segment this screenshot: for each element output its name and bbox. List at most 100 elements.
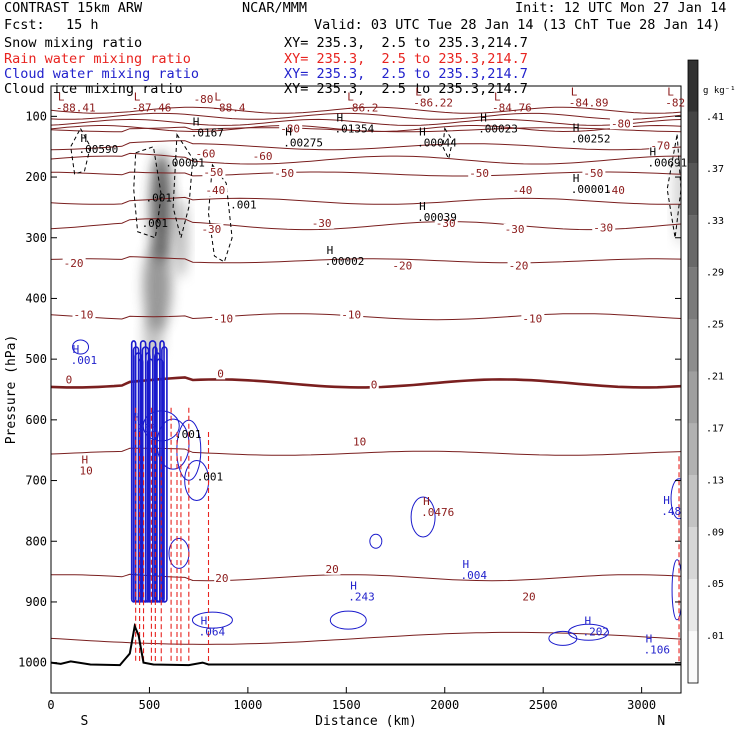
temp-label-bg-22: [212, 313, 236, 325]
extremum-marker-1: L: [134, 90, 141, 103]
extremum-marker-28: H: [646, 633, 653, 646]
org-label: NCAR/MMM: [242, 0, 308, 16]
extremum-marker-14: H: [573, 121, 580, 134]
isotherm--30: [51, 218, 681, 231]
colorbar-cell-5: [688, 371, 698, 424]
temp-label-7: -50: [469, 167, 489, 180]
temp-label-30: 20: [325, 563, 338, 576]
extremum-value-18: .00002: [325, 255, 365, 268]
temp-label-23: -10: [341, 308, 361, 321]
isotherm-top-1: [51, 112, 681, 120]
temp-label-0: -80: [194, 93, 214, 106]
temp-label-9: -50: [203, 166, 223, 179]
temp-label-bg-13: [310, 217, 334, 229]
temp-label-bg-27: [369, 379, 379, 391]
extremum-value-3: -86.2: [345, 101, 378, 114]
extremum-value-27: .202: [583, 625, 610, 638]
extremum-value-23: .48: [661, 505, 681, 518]
ice-contour-2: [172, 133, 194, 240]
ice-contour-3: [207, 163, 233, 263]
field-ice-xy: XY= 235.3, 2.5 to 235.3,214.7: [284, 81, 528, 97]
x-end-right: N: [657, 714, 665, 729]
x-end-left: S: [81, 714, 89, 729]
temp-label-24: -10: [522, 313, 542, 326]
extremum-marker-22: H: [423, 495, 430, 508]
temp-label-bg-6: [273, 168, 297, 180]
ytick-label-2: 300: [25, 231, 47, 245]
xtick-label-2: 1000: [233, 698, 262, 712]
colorbar-cell-6: [688, 319, 698, 372]
extremum-marker-21: H: [82, 453, 89, 466]
temp-label-bg-20: [507, 260, 531, 272]
temp-label-bg-14: [434, 217, 458, 229]
colorbar-label-1: .05: [706, 579, 724, 590]
temp-label-bg-9: [202, 166, 226, 178]
colorbar-frame: [687, 59, 699, 684]
colorbar-label-10: .41: [706, 112, 724, 123]
extremum-marker-19: H: [73, 343, 80, 356]
extremum-value-0: -88.41: [56, 101, 96, 114]
ytick-label-6: 700: [25, 474, 47, 488]
plot-frame: [50, 85, 682, 694]
temp-label-29: 20: [215, 572, 228, 585]
temp-label-bg-31: [521, 591, 538, 603]
temp-label-bg-19: [391, 260, 415, 272]
cloudwater-blob-13: [168, 537, 190, 569]
temp-label-bg-17: [200, 223, 224, 235]
extremum-value-24: .004: [460, 569, 487, 582]
temp-label-bg-8: [582, 168, 606, 180]
isotherm-top-3: [51, 124, 681, 133]
temp-label-bg-24: [521, 313, 545, 325]
colorbar-label-4: .17: [706, 423, 724, 434]
temp-label-bg-16: [592, 222, 616, 234]
temp-label-bg-1: [279, 123, 303, 135]
extremum-value-8: .00590: [79, 143, 119, 156]
xtick-label-3: 1500: [332, 698, 361, 712]
temp-label-bg-18: [62, 257, 86, 269]
extremum-marker-2: L: [214, 90, 221, 103]
temp-label-bg-4: [251, 151, 275, 163]
terrain-line: [51, 622, 681, 667]
extremum-value-14: .00252: [571, 132, 611, 145]
isotherm--70: [51, 140, 681, 151]
extremum-value-16: .00001: [571, 183, 611, 196]
field-snow-name: Snow mixing ratio: [4, 35, 143, 51]
x-axis-title: Distance (km): [315, 714, 417, 729]
temp-label-bg-0: [192, 93, 216, 105]
temp-label-bg-25: [64, 374, 74, 386]
xtick-label-4: 2000: [430, 698, 459, 712]
temp-label-26: 0: [217, 367, 224, 380]
isotherm--60: [51, 152, 681, 165]
temp-label-bg-12: [604, 185, 628, 197]
extremum-value-4: -86.22: [413, 97, 453, 110]
temp-label-bg-11: [511, 185, 535, 197]
xtick-label-0: 0: [47, 698, 54, 712]
cloudwater-blob-7: [369, 533, 383, 549]
cloudwater-column-13: [161, 346, 168, 603]
isotherm-top-2: [51, 118, 681, 126]
field-snow-xy: XY= 235.3, 2.5 to 235.3,214.7: [284, 35, 528, 51]
colorbar-cell-10: [688, 111, 698, 164]
temp-label-31: 20: [522, 591, 535, 604]
extremum-marker-26: H: [201, 614, 208, 627]
ice-contour-0: [70, 127, 91, 175]
temp-label-bg-26: [216, 368, 226, 380]
cloudwater-blob-11: [671, 559, 681, 621]
extremum-marker-0: L: [58, 90, 65, 103]
extremum-value-12: .00044: [417, 137, 457, 150]
temp-label-5: -60: [196, 148, 216, 161]
temp-label-bg-29: [214, 572, 231, 584]
temp-label-1: -80: [280, 123, 300, 136]
valid-time: Valid: 03 UTC Tue 28 Jan 14 (13 ChT Tue …: [314, 17, 721, 33]
colorbar-cell-1: [688, 579, 698, 632]
extremum-value-6: -84.89: [569, 97, 609, 110]
temp-label-17: -30: [201, 223, 221, 236]
temp-label-4: -60: [253, 150, 273, 163]
temp-label-bg-28: [352, 436, 369, 448]
colorbar-label-2: .09: [706, 527, 724, 538]
ytick-label-4: 500: [25, 352, 47, 366]
extremum-value-2: -88.4: [212, 101, 245, 114]
isotherm--20: [51, 256, 681, 264]
extremum-value-11: .01354: [334, 123, 374, 136]
colorbar-label-0: .01: [706, 631, 724, 642]
